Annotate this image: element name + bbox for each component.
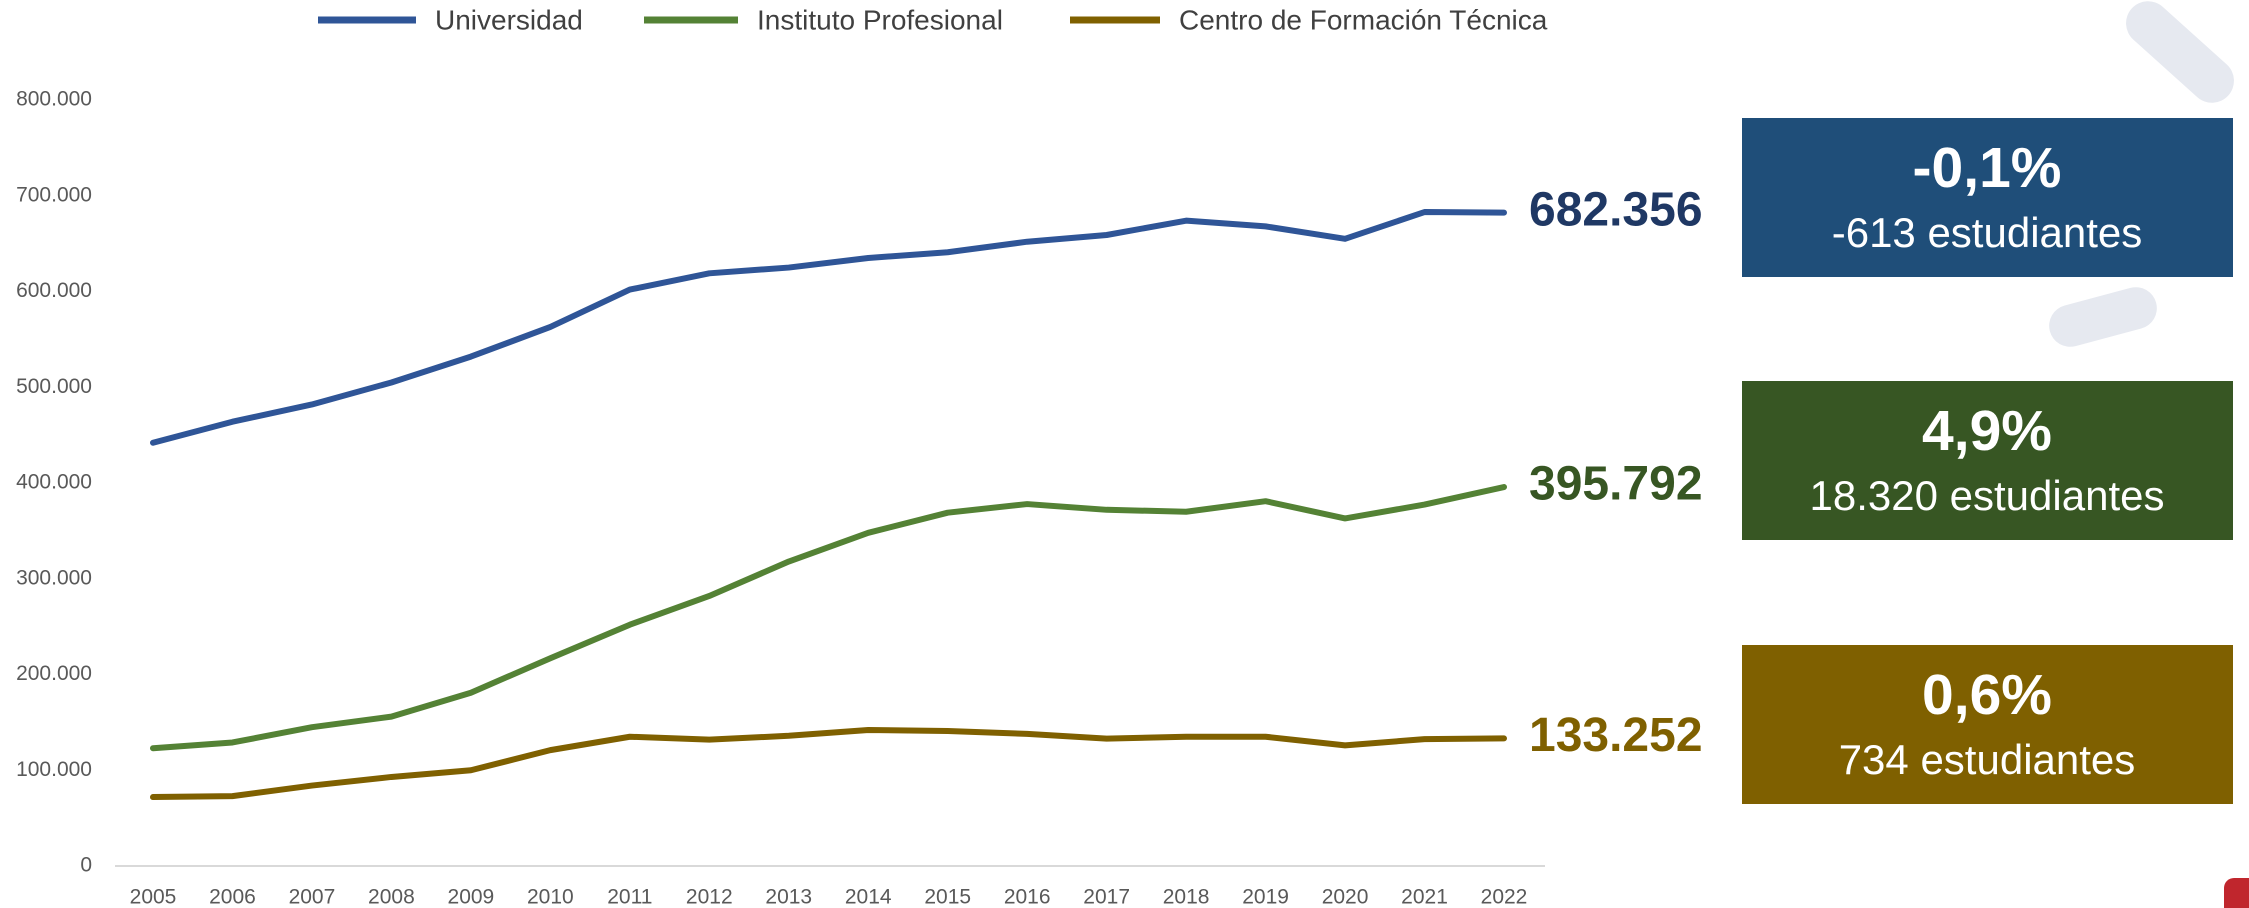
x-tick-label: 2007 <box>289 886 336 908</box>
box-students: 18.320 estudiantes <box>1810 472 2165 519</box>
x-tick-label: 2014 <box>845 886 892 908</box>
x-tick-label: 2008 <box>368 886 415 908</box>
series-line <box>150 727 1507 801</box>
box-students: 734 estudiantes <box>1839 736 2136 783</box>
x-tick-label: 2013 <box>765 886 812 908</box>
x-tick-label: 2015 <box>924 886 971 908</box>
x-tick-label: 2016 <box>1004 886 1051 908</box>
x-tick-label: 2022 <box>1481 886 1528 908</box>
legend-label: Instituto Profesional <box>757 4 1003 35</box>
x-tick-label: 2009 <box>448 886 495 908</box>
x-tick-label: 2006 <box>209 886 256 908</box>
decor-pill <box>2049 287 2157 347</box>
end-label: 395.792 <box>1529 458 1703 511</box>
y-tick-label: 300.000 <box>16 566 92 589</box>
y-tick-label: 800.000 <box>16 88 92 111</box>
summary-box <box>1742 381 2233 540</box>
box-change: 4,9% <box>1922 399 2052 463</box>
x-tick-label: 2010 <box>527 886 574 908</box>
y-tick-label: 200.000 <box>16 662 92 685</box>
x-tick-label: 2018 <box>1163 886 1210 908</box>
y-tick-label: 100.000 <box>16 758 92 781</box>
decor-pill <box>2126 1 2234 103</box>
end-label: 682.356 <box>1529 183 1703 236</box>
legend-label: Centro de Formación Técnica <box>1179 4 1548 35</box>
summary-box <box>1742 118 2233 277</box>
x-tick-label: 2017 <box>1083 886 1130 908</box>
x-tick-label: 2005 <box>130 886 177 908</box>
x-tick-label: 2020 <box>1322 886 1369 908</box>
end-label: 133.252 <box>1529 709 1703 762</box>
y-tick-label: 500.000 <box>16 375 92 398</box>
x-tick-label: 2021 <box>1401 886 1448 908</box>
decor-corner <box>2224 878 2249 908</box>
box-change: 0,6% <box>1922 663 2052 727</box>
y-tick-label: 0 <box>80 854 92 877</box>
y-tick-label: 400.000 <box>16 471 92 494</box>
x-tick-label: 2011 <box>607 886 652 908</box>
x-tick-label: 2012 <box>686 886 733 908</box>
box-students: -613 estudiantes <box>1832 209 2143 256</box>
summary-box <box>1742 645 2233 804</box>
y-tick-label: 600.000 <box>16 279 92 302</box>
box-change: -0,1% <box>1913 136 2062 200</box>
legend-label: Universidad <box>435 4 583 35</box>
series-line <box>150 484 1507 752</box>
y-tick-label: 700.000 <box>16 183 92 206</box>
x-tick-label: 2019 <box>1242 886 1289 908</box>
series-line <box>150 209 1507 446</box>
